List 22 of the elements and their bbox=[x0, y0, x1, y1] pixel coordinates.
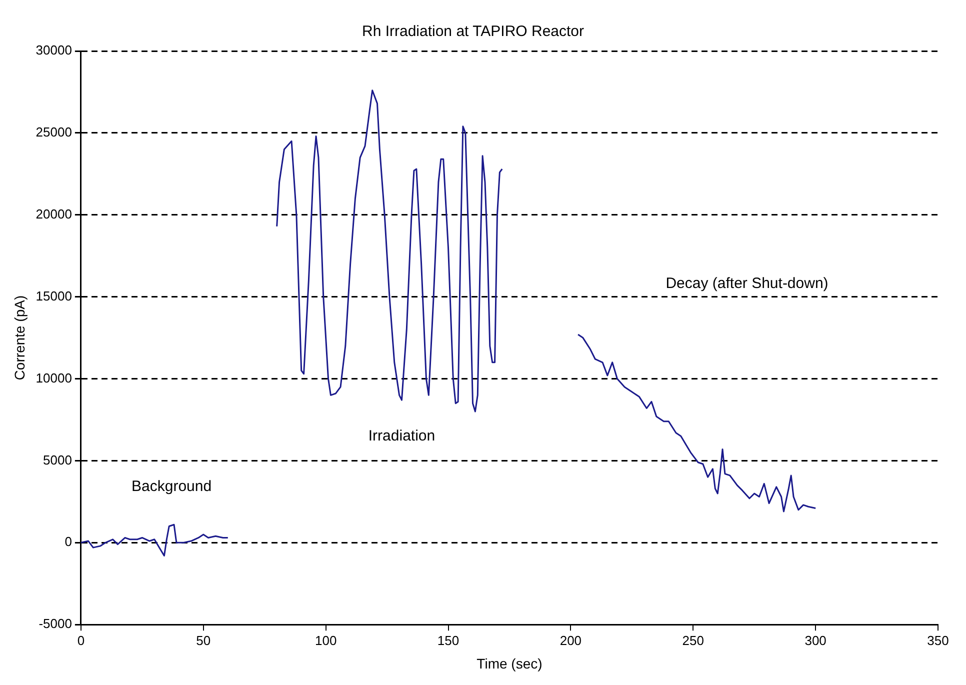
chart-title: Rh Irradiation at TAPIRO Reactor bbox=[362, 23, 584, 40]
x-tick-label: 250 bbox=[682, 632, 704, 648]
y-tick-label: 20000 bbox=[36, 206, 72, 222]
x-tick-label: 300 bbox=[804, 632, 826, 648]
x-axis-title: Time (sec) bbox=[476, 655, 542, 672]
y-tick-label: -5000 bbox=[38, 616, 72, 632]
x-tick-label: 200 bbox=[560, 632, 582, 648]
y-tick-label: 5000 bbox=[43, 452, 72, 468]
x-tick-label: 0 bbox=[77, 632, 85, 648]
annotation: Decay (after Shut-down) bbox=[666, 274, 828, 292]
x-tick-label: 150 bbox=[437, 632, 460, 648]
annotation: Background bbox=[132, 478, 212, 496]
y-tick-label: 10000 bbox=[36, 370, 72, 386]
x-tick-label: 100 bbox=[314, 632, 337, 648]
y-axis-title: Corrente (pA) bbox=[11, 295, 28, 380]
y-tick-label: 15000 bbox=[36, 288, 72, 304]
y-tick-label: 0 bbox=[64, 534, 72, 550]
y-tick-label: 25000 bbox=[36, 124, 72, 140]
x-tick-label: 350 bbox=[927, 632, 949, 648]
x-tick-label: 50 bbox=[196, 632, 211, 648]
y-tick-label: 30000 bbox=[36, 42, 72, 58]
annotation: Irradiation bbox=[368, 427, 436, 444]
